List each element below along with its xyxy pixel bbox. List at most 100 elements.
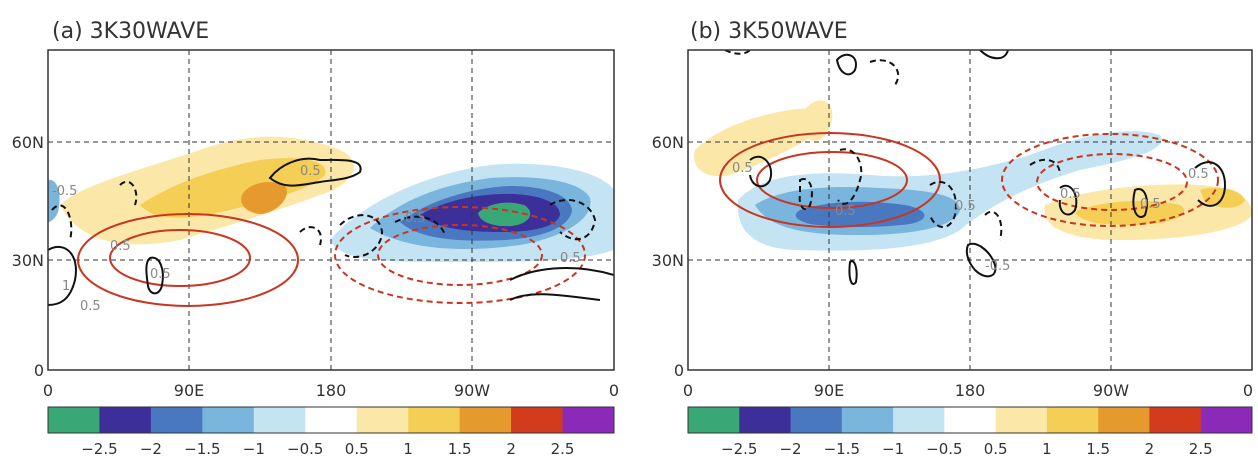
panel-a-frame (47, 49, 615, 371)
panel-b-cooling-contours (1001, 133, 1219, 227)
panel-b-xtick-0-end: 0 (1243, 381, 1253, 400)
panel-b-colorbar-label-4: −0.5 (926, 440, 962, 458)
panel-b-colorbar-label-3: −1 (882, 440, 904, 458)
panel-b-ytick-0: 0 (674, 361, 684, 380)
panel-a-xtick-0-end: 0 (609, 381, 619, 400)
panel-b-ytick-30n: 30N (652, 251, 684, 270)
panel-b-colorbar-label-0: −2.5 (721, 440, 757, 458)
panel-a-x-axis: 0 90E 180 90W 0 (43, 381, 619, 400)
panel-b-colorbar-swatch-4 (893, 407, 945, 433)
panel-b-colorbar-label-9: 2.5 (1189, 440, 1213, 458)
panel-a-colorbar-swatch-9 (511, 407, 564, 433)
svg-text:0.5: 0.5 (1188, 167, 1209, 182)
panel-a-colorbar: −2.5 −2 −1.5 −1 −0.5 0.5 1 1.5 2 2.5 (47, 406, 615, 458)
panel-a-colorbar-swatch-3 (202, 407, 255, 433)
panel-a-colorbar-label-2: −1.5 (184, 440, 220, 458)
panel-b-colorbar-swatch-10 (1200, 407, 1253, 433)
panel-b-ytick-60n: 60N (652, 133, 684, 152)
panel-b-x-axis: 0 90E 180 90W 0 (683, 381, 1253, 400)
panel-a-colorbar-label-5: 0.5 (345, 440, 369, 458)
panel-b-xtick-180: 180 (955, 381, 986, 400)
panel-a-colorbar-label-4: −0.5 (287, 440, 323, 458)
panel-a-colorbar-swatch-7 (408, 407, 461, 433)
svg-text:0.5: 0.5 (560, 251, 581, 266)
panel-b-colorbar-swatch-7 (1046, 407, 1099, 433)
panel-b-xtick-0: 0 (683, 381, 693, 400)
svg-text:0.5: 0.5 (405, 211, 426, 226)
panel-a: (a) 3K30WAVE (12, 19, 619, 458)
panel-b-frame (687, 49, 1253, 371)
panel-a-colorbar-label-6: 1 (403, 440, 413, 458)
panel-a-colorbar-label-3: −1 (243, 440, 265, 458)
panel-a-colorbar-swatch-2 (150, 407, 203, 433)
panel-b-contour-labels: 0.5 0.5 0.5 -0.5 0.5 0.5 0.5 (732, 161, 1209, 274)
svg-text:0.5: 0.5 (732, 161, 753, 176)
panel-a-xtick-0: 0 (43, 381, 53, 400)
panel-a-colorbar-swatch-10 (562, 407, 615, 433)
svg-text:-0.5: -0.5 (52, 184, 77, 199)
panel-b-negative-contours (724, 50, 1061, 241)
panel-b-colorbar-label-7: 1.5 (1086, 440, 1110, 458)
panel-b-colorbar: −2.5 −2 −1.5 −1 −0.5 0.5 1 1.5 2 2.5 (687, 406, 1253, 458)
panel-b: (b) 3K50WAVE (652, 19, 1253, 458)
panel-a-colorbar-swatch-6 (356, 407, 409, 433)
panel-a-xtick-90e: 90E (174, 381, 204, 400)
panel-a-colorbar-label-9: 2.5 (551, 440, 575, 458)
panel-b-colorbar-swatch-1 (739, 407, 792, 433)
panel-a-colorbar-label-1: −2 (140, 440, 162, 458)
panel-b-colorbar-label-5: 0.5 (984, 440, 1008, 458)
svg-text:0.5: 0.5 (1140, 197, 1161, 212)
panel-a-gridlines (48, 50, 614, 370)
panel-a-xtick-180: 180 (316, 381, 347, 400)
panel-b-plot-area: 0.5 0.5 0.5 -0.5 0.5 0.5 0.5 (688, 50, 1252, 370)
panel-a-colorbar-swatch-5 (305, 407, 358, 433)
svg-text:0.5: 0.5 (80, 299, 101, 314)
panel-b-colorbar-swatch-0 (688, 407, 740, 433)
panel-b-colorbar-label-6: 1 (1042, 440, 1052, 458)
panel-a-positive-contours (48, 157, 614, 306)
svg-text:0.5: 0.5 (1060, 187, 1081, 202)
panel-b-colorbar-label-8: 2 (1145, 440, 1155, 458)
panel-b-colorbar-swatch-5 (944, 407, 997, 433)
svg-text:1: 1 (62, 279, 70, 294)
panel-b-colorbar-swatch-6 (995, 407, 1048, 433)
panel-a-ytick-30n: 30N (12, 251, 44, 270)
panel-b-xtick-90w: 90W (1093, 381, 1129, 400)
panel-a-colorbar-label-8: 2 (506, 440, 516, 458)
panel-b-colorbar-label-2: −1.5 (824, 440, 860, 458)
svg-text:-0.5: -0.5 (985, 259, 1010, 274)
panel-a-colorbar-label-0: −2.5 (81, 440, 117, 458)
panel-b-colorbar-swatch-9 (1149, 407, 1202, 433)
panel-b-title: (b) 3K50WAVE (690, 19, 848, 44)
panel-a-cooling-contours (334, 206, 586, 304)
panel-a-plot-area: -0.5 0.5 0.5 0.5 1 0.5 0.5 0.5 (48, 50, 614, 370)
panel-a-contour-labels: -0.5 0.5 0.5 0.5 1 0.5 0.5 0.5 (52, 164, 581, 314)
panel-b-colorbar-swatch-8 (1098, 407, 1150, 433)
panel-b-heating-contours (719, 132, 941, 228)
panel-a-colorbar-swatch-4 (253, 407, 306, 433)
panel-a-y-axis: 60N 30N 0 (12, 133, 44, 380)
panel-b-positive-contours (749, 50, 1227, 285)
panel-a-title: (a) 3K30WAVE (52, 19, 209, 44)
panel-a-heating-contours (77, 213, 299, 307)
panel-a-xtick-90w: 90W (454, 381, 490, 400)
panel-a-ytick-0: 0 (34, 361, 44, 380)
panel-a-colorbar-label-7: 1.5 (448, 440, 472, 458)
panel-a-colorbar-swatch-1 (99, 407, 152, 433)
panel-b-y-axis: 60N 30N 0 (652, 133, 684, 380)
svg-text:0.5: 0.5 (110, 239, 131, 254)
svg-text:0.5: 0.5 (835, 204, 856, 219)
panel-a-colorbar-swatch-8 (459, 407, 512, 433)
panel-b-colorbar-swatch-3 (841, 407, 894, 433)
svg-text:0.5: 0.5 (955, 199, 976, 214)
panel-b-xtick-90e: 90E (814, 381, 844, 400)
svg-text:0.5: 0.5 (300, 164, 321, 179)
panel-b-colorbar-swatch-2 (790, 407, 843, 433)
panel-a-colorbar-swatch-0 (48, 407, 100, 433)
panel-a-ytick-60n: 60N (12, 133, 44, 152)
panel-b-colorbar-label-1: −2 (779, 440, 801, 458)
svg-text:0.5: 0.5 (150, 267, 171, 282)
panel-a-negative-contours (51, 180, 597, 258)
panel-b-gridlines (688, 50, 1252, 370)
